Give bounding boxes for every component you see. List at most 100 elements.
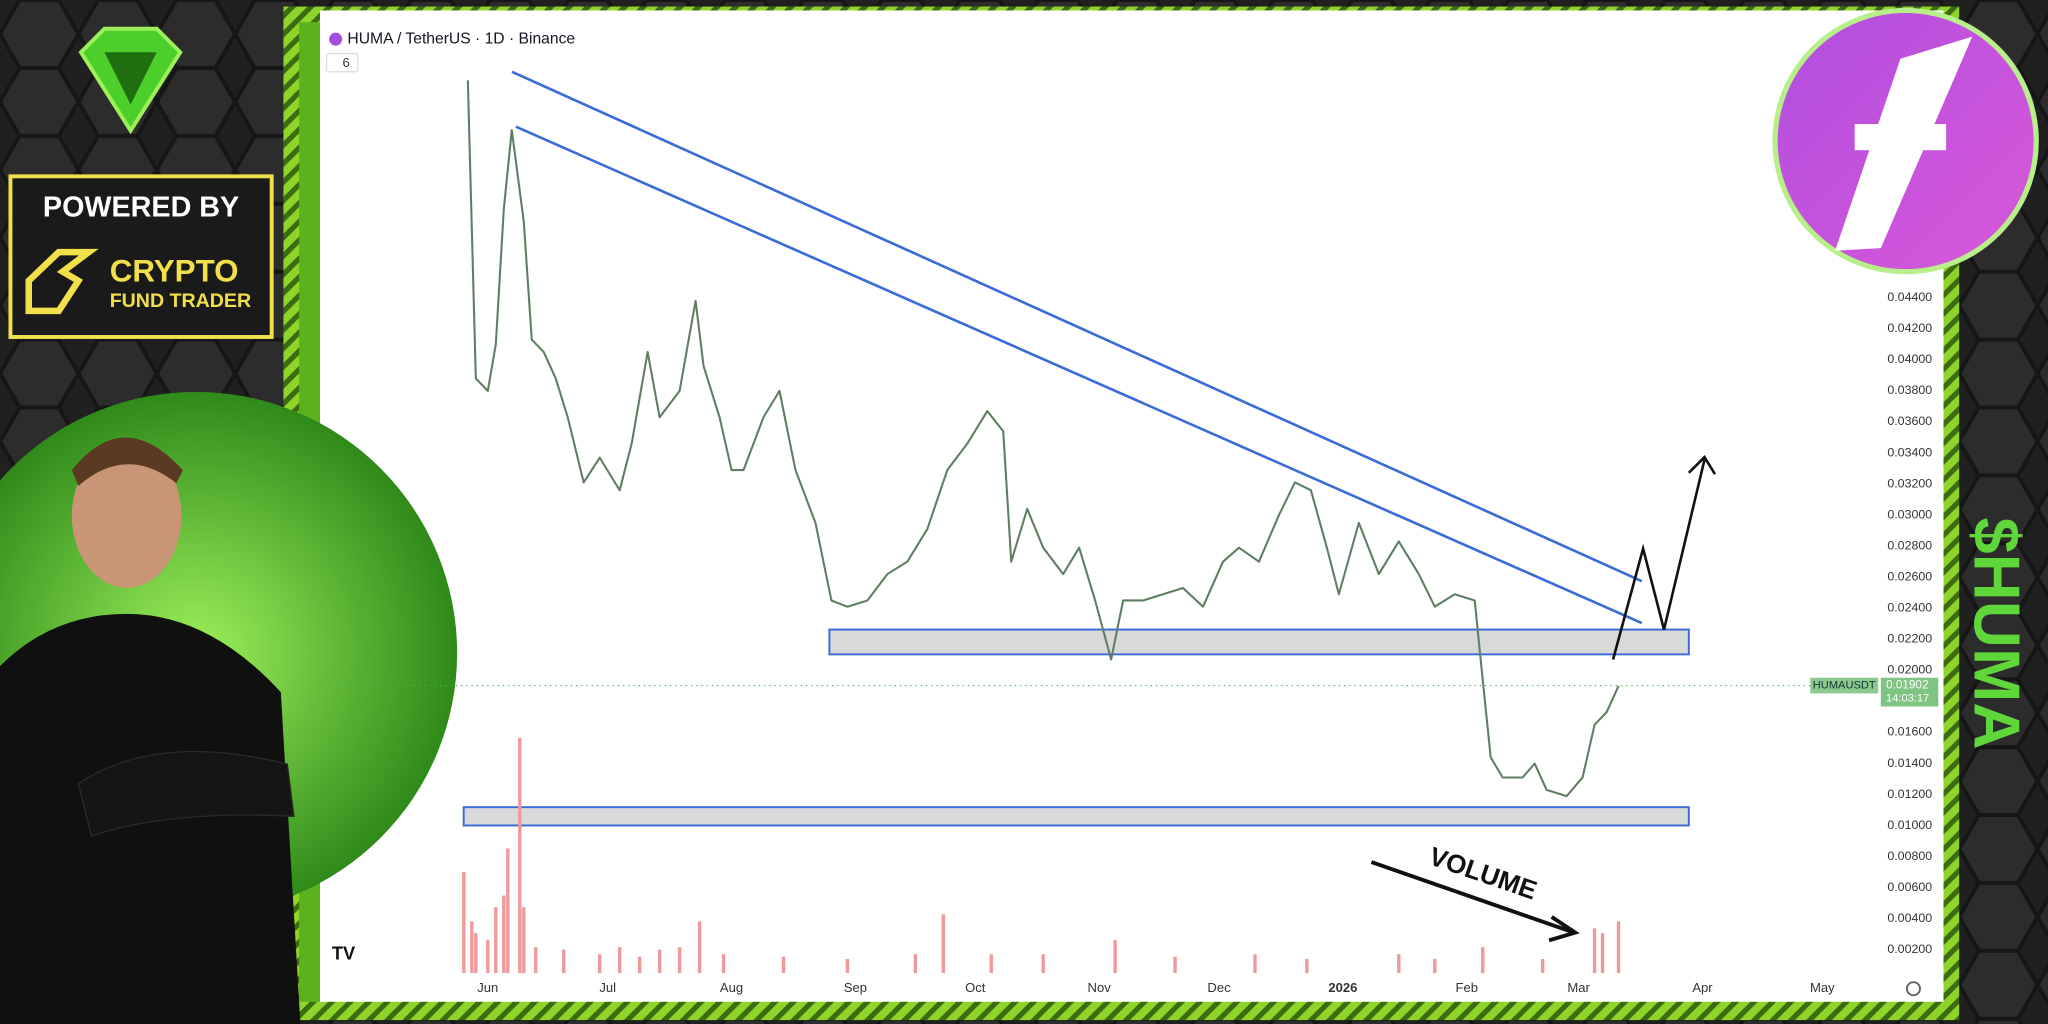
- y-tick-label: 0.01200: [1887, 787, 1932, 801]
- volume-bar: [1481, 947, 1485, 974]
- volume-bar: [470, 921, 474, 974]
- volume-bar: [1041, 954, 1045, 974]
- volume-bar: [721, 954, 726, 974]
- chart-title: HUMA / TetherUS · 1D · Binance: [347, 30, 575, 47]
- x-tick-label: Jul: [599, 980, 616, 995]
- volume-bar: [697, 921, 702, 974]
- y-tick-label: 0.00800: [1887, 849, 1932, 863]
- y-tick-label: 0.01400: [1887, 756, 1932, 770]
- plot: 0.00200 0.00400 0.00600 0.00800 0.01000 0.012…: [320, 80, 1939, 995]
- x-tick-label: Jun: [477, 980, 498, 995]
- indicator-toggle[interactable]: [325, 52, 359, 73]
- y-tick-label: 0.01600: [1887, 725, 1932, 739]
- volume-bar: [518, 737, 522, 974]
- y-tick-label: 0.00600: [1887, 880, 1932, 894]
- y-tick-label: 0.00400: [1887, 911, 1932, 925]
- y-tick-label: 0.02000: [1887, 663, 1932, 677]
- volume-bar: [1540, 958, 1545, 974]
- price-line: [466, 80, 1620, 798]
- volume-bar: [1173, 956, 1177, 974]
- token-logo-bar: [1854, 124, 1947, 151]
- volume-bar: [462, 871, 466, 974]
- y-tick-label: 0.01000: [1887, 818, 1932, 832]
- volume-bar: [913, 954, 918, 974]
- resistance-zone: [828, 628, 1690, 656]
- volume-bar: [534, 947, 538, 974]
- volume-bar: [677, 947, 682, 974]
- symbol-icon: [329, 32, 343, 46]
- volume-bar: [597, 954, 602, 974]
- price-tag: [1880, 677, 1939, 707]
- volume-bar: [1600, 933, 1605, 974]
- countdown-label: 14:03:17: [1886, 693, 1929, 705]
- x-tick-label: Sep: [844, 980, 867, 995]
- x-tick-label: Aug: [720, 980, 743, 995]
- volume-bar: [1305, 958, 1309, 974]
- volume-bar: [781, 956, 786, 974]
- volume-bar: [522, 907, 526, 974]
- x-tick-label: Mar: [1567, 980, 1590, 995]
- indicator-count: 6: [342, 55, 349, 70]
- y-tick-label: 0.02200: [1887, 632, 1932, 646]
- x-tick-label: Oct: [965, 980, 986, 995]
- arrow-head: [1548, 915, 1580, 943]
- volume-bar: [486, 940, 490, 974]
- y-tick-label: 0.02800: [1887, 538, 1932, 552]
- volume-bar: [941, 914, 946, 974]
- brand-subname: FUND TRADER: [110, 290, 251, 312]
- volume-bar: [617, 947, 622, 974]
- arrow-head: [1687, 455, 1717, 475]
- tv-logo: TV: [332, 943, 356, 964]
- x-tick-label: Dec: [1207, 980, 1231, 995]
- volume-bar: [1433, 958, 1437, 974]
- y-tick-label: 0.03400: [1887, 445, 1932, 459]
- volume-bar: [1592, 928, 1597, 974]
- settings-icon[interactable]: [1905, 981, 1921, 997]
- y-tick-label: 0.00200: [1887, 942, 1932, 956]
- ticker: $HUMA: [1961, 517, 2034, 749]
- volume-bar: [1253, 954, 1257, 974]
- y-tick-label: 0.03800: [1887, 383, 1932, 397]
- symbol-tag-label: HUMAUSDT: [1813, 680, 1876, 692]
- volume-bar: [506, 848, 510, 974]
- volume-bar: [474, 933, 478, 974]
- volume-bar: [502, 895, 506, 974]
- volume-bar: [1616, 921, 1621, 974]
- y-tick-label: 0.03000: [1887, 507, 1932, 521]
- volume-bar: [1397, 954, 1401, 974]
- powered-by: POWERED BY: [43, 192, 239, 224]
- volume-bar: [845, 958, 850, 974]
- x-tick-label: Nov: [1088, 980, 1112, 995]
- symbol-tag: [1810, 677, 1879, 694]
- price-tag-label: 0.01902: [1886, 679, 1928, 692]
- chart-panel: [320, 10, 1944, 1002]
- trend-line: [515, 125, 1643, 625]
- volume-bar: [637, 956, 642, 974]
- y-tick-label: 0.04400: [1887, 290, 1932, 304]
- volume-bar: [494, 907, 498, 974]
- y-tick-label: 0.03600: [1887, 414, 1932, 428]
- x-tick-label: Feb: [1455, 980, 1477, 995]
- y-tick-label: 0.02600: [1887, 569, 1932, 583]
- volume-bar: [657, 949, 662, 974]
- projection-arrow: [1611, 459, 1706, 660]
- brand-icon: [25, 248, 99, 315]
- y-tick-label: 0.03200: [1887, 476, 1932, 490]
- logo: [78, 26, 183, 135]
- x-tick-label: Apr: [1692, 980, 1713, 995]
- brand-name: CRYPTO: [110, 253, 239, 288]
- volume-bar: [562, 949, 566, 974]
- x-tick-label: 2026: [1328, 980, 1357, 995]
- volume-arrow: [1370, 860, 1575, 935]
- volume-bar: [1113, 940, 1117, 974]
- y-tick-label: 0.04000: [1887, 352, 1932, 366]
- x-tick-label: May: [1810, 980, 1835, 995]
- person: [0, 437, 301, 1024]
- volume-bar: [989, 954, 993, 974]
- trend-line: [511, 70, 1643, 583]
- y-tick-label: 0.04200: [1887, 321, 1932, 335]
- y-tick-label: 0.02400: [1887, 601, 1932, 615]
- support-zone: [462, 806, 1690, 827]
